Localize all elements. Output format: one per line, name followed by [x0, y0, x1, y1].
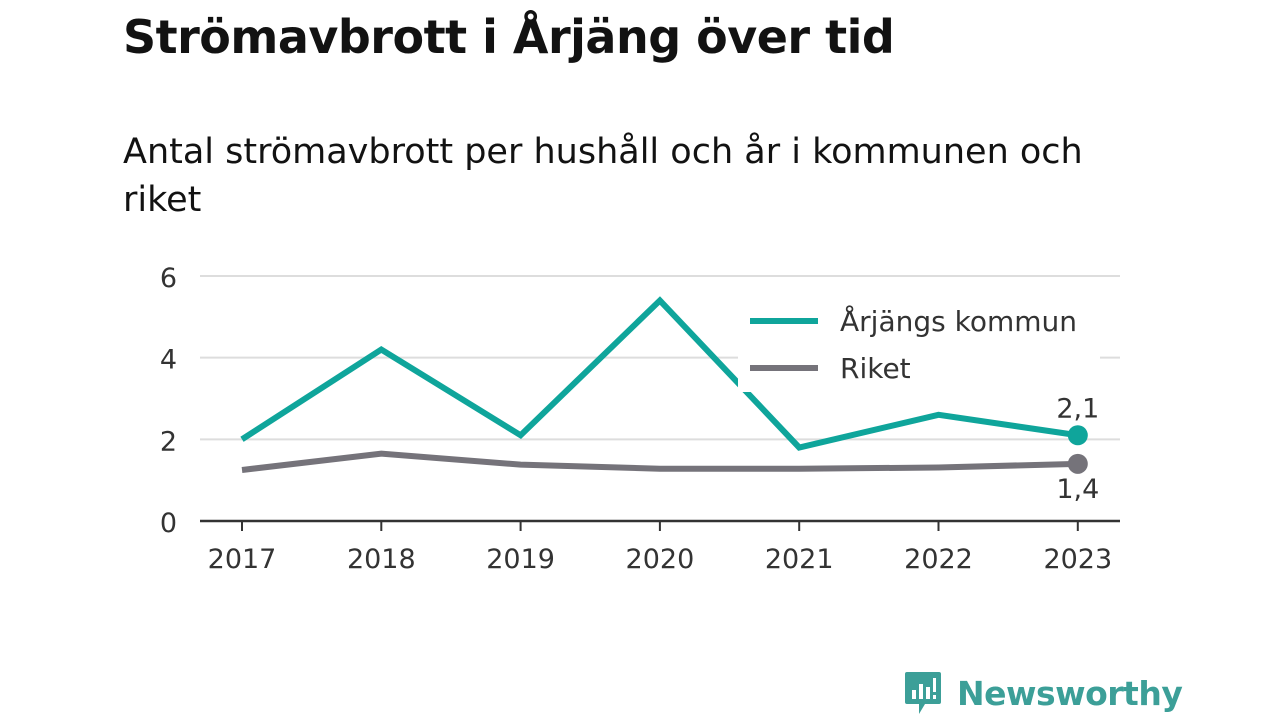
- data-label-riket: 1,4: [1056, 474, 1099, 505]
- series-lines: [240, 296, 1088, 474]
- legend: Årjängs kommun Riket: [738, 300, 1100, 392]
- legend-label: Årjängs kommun: [840, 304, 1077, 338]
- y-tick-label: 0: [160, 508, 177, 539]
- series-line-arjang: [240, 296, 1079, 451]
- chart-title: Strömavbrott i Årjäng över tid: [123, 10, 895, 64]
- end-point-riket: [1067, 453, 1088, 474]
- brand-name: Newsworthy: [957, 673, 1183, 713]
- data-labels: 2,1 1,4: [1056, 393, 1099, 505]
- y-tick-label: 6: [160, 263, 177, 294]
- axes: 0 2 4 6 2017 2018 2019 2020 2021 2022 2023: [160, 263, 1120, 575]
- x-tick-label: 2017: [208, 544, 277, 575]
- x-tick-label: 2019: [486, 544, 555, 575]
- chart-subtitle: Antal strömavbrott per hushåll och år i …: [123, 132, 1083, 220]
- x-tick-label: 2021: [765, 544, 834, 575]
- legend-background: [738, 300, 1100, 392]
- legend-label: Riket: [840, 352, 911, 385]
- series-line-riket: [241, 450, 1078, 473]
- x-tick-label: 2018: [347, 544, 416, 575]
- x-tick-label: 2023: [1043, 544, 1112, 575]
- y-tick-label: 4: [160, 345, 177, 376]
- newsworthy-logo: Newsworthy: [903, 670, 1183, 716]
- x-tick-label: 2020: [626, 544, 695, 575]
- x-tick-label: 2022: [904, 544, 973, 575]
- y-tick-label: 2: [160, 426, 177, 457]
- newsworthy-icon: [905, 672, 941, 714]
- end-point-arjang: [1067, 425, 1088, 446]
- data-label-arjang: 2,1: [1056, 393, 1099, 424]
